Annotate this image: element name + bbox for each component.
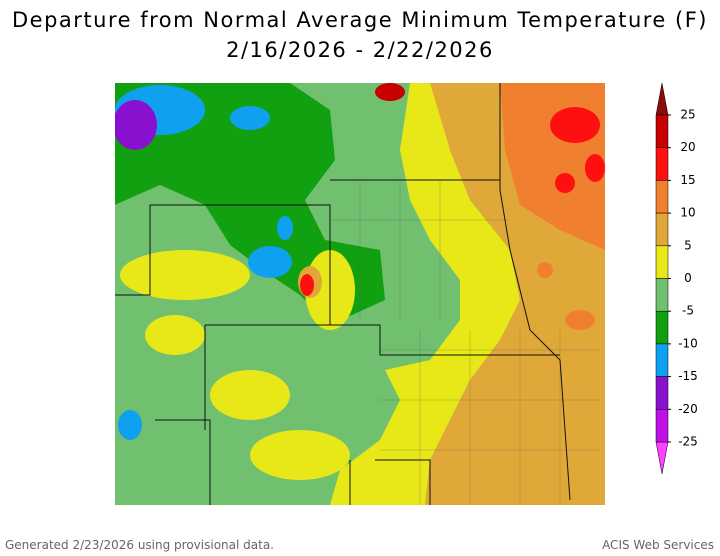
legend-tick-label: 15 bbox=[680, 173, 695, 187]
region bbox=[375, 83, 405, 101]
region bbox=[330, 83, 520, 505]
region bbox=[230, 106, 270, 130]
title: Departure from Normal Average Minimum Te… bbox=[12, 8, 708, 32]
region bbox=[120, 250, 250, 300]
legend-bin bbox=[655, 212, 669, 247]
region bbox=[115, 100, 157, 150]
region bbox=[277, 216, 293, 240]
region bbox=[115, 185, 230, 260]
legend-tick-label: -20 bbox=[678, 402, 698, 416]
legend-tick-label: 25 bbox=[680, 108, 695, 122]
legend-tick-label: 0 bbox=[684, 271, 692, 285]
legend-tick-label: 5 bbox=[684, 238, 692, 252]
region bbox=[585, 154, 605, 182]
legend-bin bbox=[655, 310, 669, 345]
state-borders bbox=[115, 83, 571, 505]
region bbox=[300, 274, 314, 296]
region bbox=[555, 173, 575, 193]
legend-tick-label: -5 bbox=[682, 304, 694, 318]
legend-bin bbox=[655, 114, 669, 148]
legend-bin bbox=[655, 245, 669, 279]
subtitle: 2/16/2026 - 2/22/2026 bbox=[226, 38, 494, 62]
legend-bin bbox=[655, 278, 669, 312]
footer-left: Generated 2/23/2026 using provisional da… bbox=[5, 538, 274, 552]
color-legend: 25 20 15 10 5 0 -5 -10 -15 -20 -25 bbox=[655, 82, 698, 475]
region bbox=[537, 262, 553, 278]
legend-tick-label: 20 bbox=[680, 140, 695, 154]
region bbox=[118, 410, 142, 440]
legend-bin bbox=[655, 376, 669, 410]
legend-tick-label: -10 bbox=[678, 336, 698, 350]
legend-tick-label: -25 bbox=[678, 435, 698, 449]
map bbox=[115, 83, 605, 505]
legend-top-arrow bbox=[655, 82, 669, 116]
footer-right: ACIS Web Services bbox=[602, 538, 714, 552]
legend-bin bbox=[655, 343, 669, 377]
map-fill bbox=[115, 83, 605, 505]
legend-bin bbox=[655, 180, 669, 214]
legend-bin bbox=[655, 409, 669, 443]
region bbox=[250, 430, 350, 480]
legend-tick-label: -15 bbox=[678, 369, 698, 383]
legend-bin bbox=[655, 147, 669, 181]
region bbox=[248, 246, 292, 278]
region bbox=[145, 315, 205, 355]
legend-tick-label: 10 bbox=[680, 206, 695, 220]
legend-bottom-arrow bbox=[655, 441, 669, 475]
region bbox=[210, 370, 290, 420]
region bbox=[565, 310, 595, 330]
region bbox=[550, 107, 600, 143]
